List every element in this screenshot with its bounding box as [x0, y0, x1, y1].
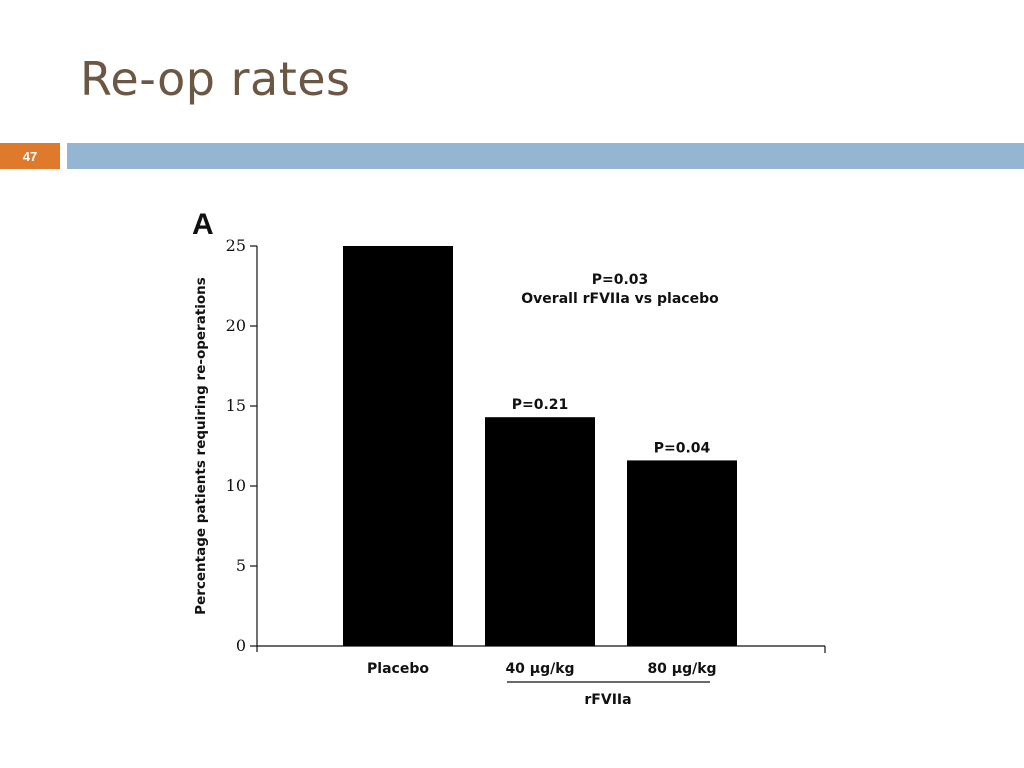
bar-2: [627, 460, 737, 646]
bar-p-value-annotation: P=0.21: [512, 397, 569, 413]
y-tick-label: 0: [236, 636, 246, 655]
category-label: 80 µg/kg: [647, 661, 716, 677]
bar-0: [343, 246, 453, 646]
chart-bars: [343, 246, 737, 646]
slide-title: Re-op rates: [80, 52, 351, 106]
chart-labels: A 0 5 10 15 20 25 Percentage patients requiring…: [192, 208, 719, 708]
y-axis-title: Percentage patients requiring re-operati…: [193, 277, 209, 615]
category-label: Placebo: [367, 661, 429, 677]
category-label: 40 µg/kg: [505, 661, 574, 677]
panel-label: A: [192, 208, 214, 241]
page-number-badge: 47: [0, 143, 60, 169]
y-tick-label: 10: [226, 476, 246, 495]
bar-1: [485, 417, 595, 646]
y-tick-label: 15: [226, 396, 246, 415]
bar-chart: A 0 5 10 15 20 25 Percentage patients requiring…: [192, 208, 826, 708]
title-accent-bar: [67, 143, 1024, 169]
y-tick-label: 20: [226, 316, 246, 335]
overall-p-value: P=0.03: [592, 272, 649, 288]
group-label: rFVIIa: [584, 692, 631, 708]
bar-p-value-annotation: P=0.04: [654, 440, 711, 456]
y-tick-label: 5: [236, 556, 246, 575]
overall-comparison-label: Overall rFVIIa vs placebo: [521, 291, 719, 307]
y-tick-label: 25: [226, 236, 246, 255]
